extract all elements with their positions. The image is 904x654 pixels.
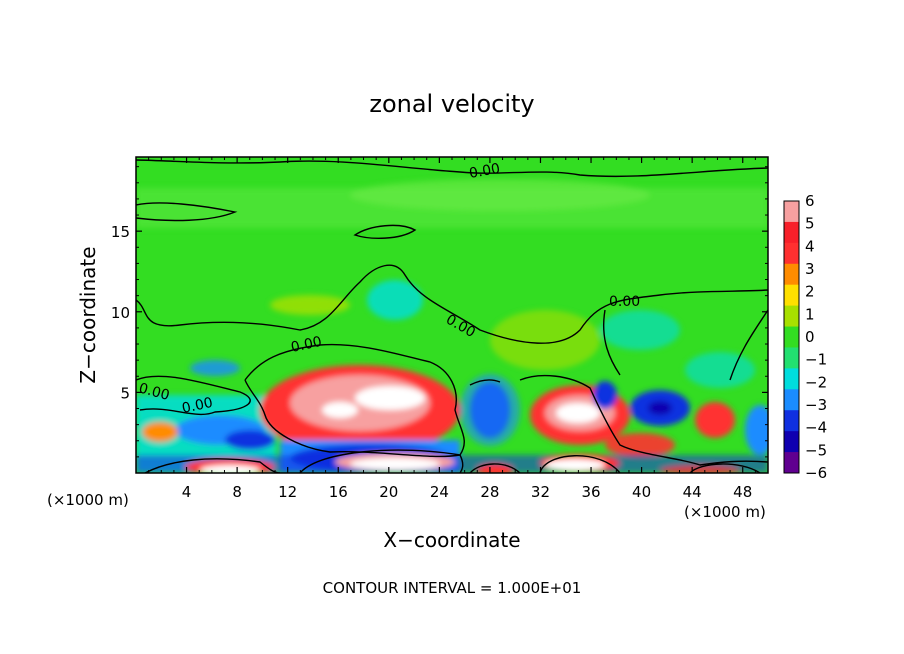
colorbar-tick-label: 1 bbox=[805, 305, 815, 323]
chart-title: zonal velocity bbox=[369, 90, 534, 118]
colorbar-swatch bbox=[784, 347, 799, 369]
colorbar-tick-label: −6 bbox=[805, 464, 827, 482]
colorbar-swatch bbox=[784, 201, 799, 223]
colorbar-swatch bbox=[784, 431, 799, 453]
contour-interval-note: CONTOUR INTERVAL = 1.000E+01 bbox=[323, 579, 582, 597]
x-tick-label: 8 bbox=[232, 483, 242, 501]
colorbar-swatch bbox=[784, 284, 799, 307]
contour-labels: 0.00 0.00 0.00 0.00 0.00 0.00 bbox=[137, 161, 640, 417]
colorbar-swatch bbox=[784, 389, 799, 411]
x-axis-ticks: 4 8 12 16 20 24 28 32 36 40 44 48 bbox=[148, 157, 756, 501]
contour-label: 0.00 bbox=[181, 395, 215, 417]
colorbar-swatch bbox=[784, 305, 799, 328]
colorbar-swatch bbox=[784, 242, 799, 265]
x-axis-label: X−coordinate bbox=[383, 528, 520, 552]
colorbar-tick-label: 5 bbox=[805, 215, 815, 233]
x-tick-label: 44 bbox=[683, 483, 702, 501]
colorbar-tick-label: 2 bbox=[805, 283, 815, 301]
contour-label: 0.00 bbox=[468, 161, 501, 182]
x-tick-label: 16 bbox=[329, 483, 348, 501]
y-axis-label: Z−coordinate bbox=[76, 246, 100, 383]
x-tick-label: 20 bbox=[379, 483, 398, 501]
y-tick-label: 5 bbox=[120, 384, 130, 402]
x-tick-label: 28 bbox=[480, 483, 499, 501]
colorbar-swatch bbox=[784, 410, 799, 432]
colorbar-tick-label: −3 bbox=[805, 396, 827, 414]
contour-label: 0.00 bbox=[137, 380, 171, 404]
colorbar-tick-label: −2 bbox=[805, 373, 827, 391]
colorbar-swatch bbox=[784, 452, 799, 474]
x-tick-label: 32 bbox=[531, 483, 550, 501]
x-tick-label: 40 bbox=[632, 483, 651, 501]
colorbar-swatch bbox=[784, 263, 799, 286]
contour-label: 0.00 bbox=[290, 334, 324, 356]
colorbar-tick-label: −1 bbox=[805, 351, 827, 369]
contour-label: 0.00 bbox=[609, 294, 640, 310]
y-tick-label: 10 bbox=[111, 304, 130, 322]
y-tick-label: 15 bbox=[111, 223, 130, 241]
colorbar-tick-label: −5 bbox=[805, 441, 827, 459]
colorbar-tick-label: 3 bbox=[805, 260, 815, 278]
colorbar-tick-label: −4 bbox=[805, 419, 827, 437]
plot-area: 0.00 0.00 0.00 0.00 0.00 0.00 bbox=[136, 157, 768, 473]
x-tick-label: 4 bbox=[182, 483, 192, 501]
y-axis-ticks: 5 10 15 bbox=[111, 166, 768, 458]
colorbar-swatch bbox=[784, 221, 799, 244]
x-tick-label: 48 bbox=[733, 483, 752, 501]
colorbar-swatch bbox=[784, 326, 799, 348]
colorbar: 6 5 4 3 2 1 0 −1 −2 −3 −4 −5 −6 bbox=[783, 192, 827, 482]
colorbar-swatch bbox=[784, 368, 799, 390]
x-tick-label: 12 bbox=[278, 483, 297, 501]
x-tick-label: 36 bbox=[581, 483, 600, 501]
zero-contours bbox=[136, 159, 768, 473]
colorbar-tick-label: 6 bbox=[805, 192, 815, 210]
colorbar-tick-label: 0 bbox=[805, 328, 815, 346]
colorbar-frame bbox=[783, 200, 800, 474]
x-axis-unit: (×1000 m) bbox=[684, 503, 766, 521]
colorbar-tick-label: 4 bbox=[805, 237, 815, 255]
x-tick-label: 24 bbox=[430, 483, 449, 501]
y-axis-unit: (×1000 m) bbox=[47, 491, 129, 509]
